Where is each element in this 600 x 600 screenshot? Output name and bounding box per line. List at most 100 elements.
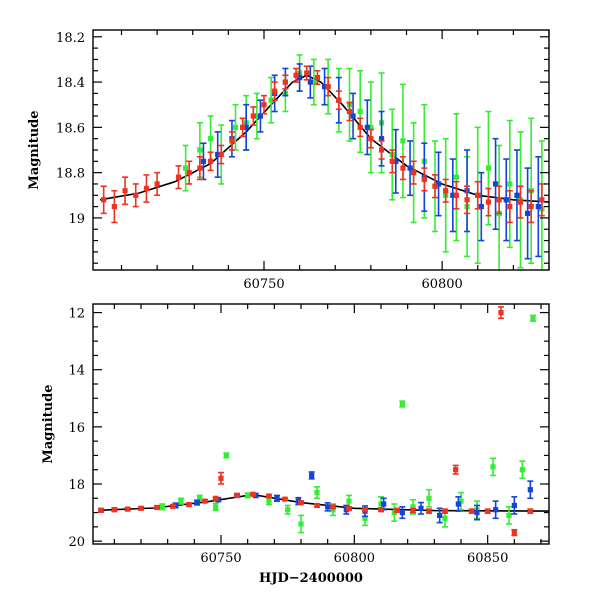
data-point bbox=[138, 505, 144, 511]
data-point bbox=[511, 529, 517, 536]
data-point bbox=[453, 174, 459, 180]
data-point bbox=[453, 192, 459, 198]
data-point bbox=[330, 504, 336, 510]
x-tick-label: 60800 bbox=[334, 551, 375, 566]
data-point bbox=[154, 504, 160, 511]
data-point bbox=[368, 124, 374, 130]
data-point bbox=[197, 495, 203, 501]
data-point bbox=[362, 507, 368, 513]
data-point bbox=[200, 158, 207, 164]
data-point bbox=[507, 204, 513, 210]
data-point bbox=[245, 492, 251, 499]
data-point bbox=[346, 108, 353, 115]
data-point bbox=[254, 113, 260, 119]
data-point bbox=[309, 472, 315, 479]
data-point bbox=[527, 508, 533, 514]
data-point bbox=[498, 309, 504, 316]
data-point bbox=[381, 501, 387, 507]
y-axis-title: Magnitude bbox=[41, 384, 56, 463]
data-point bbox=[357, 108, 363, 115]
data-point bbox=[170, 503, 176, 509]
data-point bbox=[175, 174, 182, 180]
data-point bbox=[240, 124, 246, 130]
x-tick-label: 60750 bbox=[243, 277, 284, 292]
data-point bbox=[243, 124, 249, 130]
plot-frame bbox=[92, 303, 550, 545]
data-point bbox=[133, 192, 139, 198]
data-point bbox=[257, 113, 264, 119]
data-point bbox=[426, 508, 432, 514]
data-point bbox=[378, 507, 384, 513]
data-point bbox=[298, 499, 304, 506]
y-tick-label: 18 bbox=[68, 478, 85, 493]
data-point bbox=[250, 113, 256, 119]
data-point bbox=[282, 496, 288, 502]
x-tick-label: 60850 bbox=[467, 551, 508, 566]
data-point bbox=[443, 188, 449, 194]
data-point bbox=[535, 204, 541, 210]
data-point bbox=[311, 79, 317, 85]
data-point bbox=[525, 210, 531, 216]
data-point bbox=[475, 192, 481, 198]
data-point bbox=[266, 498, 272, 504]
data-point bbox=[232, 124, 239, 130]
data-point bbox=[496, 197, 502, 203]
data-point bbox=[399, 509, 405, 516]
data-point bbox=[268, 97, 274, 103]
data-point bbox=[378, 147, 385, 153]
data-point bbox=[478, 204, 484, 210]
data-point bbox=[293, 72, 299, 78]
data-point bbox=[304, 70, 310, 76]
data-point bbox=[437, 512, 443, 519]
data-point bbox=[197, 147, 203, 153]
data-point bbox=[250, 491, 256, 497]
data-point bbox=[223, 452, 229, 459]
data-point bbox=[492, 181, 499, 187]
data-point bbox=[418, 505, 424, 511]
data-point bbox=[527, 487, 533, 493]
data-point bbox=[442, 508, 448, 514]
data-point bbox=[458, 498, 464, 504]
data-point bbox=[346, 505, 352, 512]
data-point bbox=[234, 492, 240, 499]
data-point bbox=[215, 151, 221, 158]
y-tick-label: 20 bbox=[68, 535, 85, 550]
data-point bbox=[539, 197, 545, 203]
data-point bbox=[125, 506, 131, 512]
data-point bbox=[350, 113, 356, 119]
data-point bbox=[186, 501, 192, 508]
data-point bbox=[336, 97, 342, 103]
data-point bbox=[474, 509, 480, 516]
data-point bbox=[194, 499, 200, 506]
data-point bbox=[314, 502, 320, 509]
data-point bbox=[274, 495, 280, 501]
data-point bbox=[346, 498, 352, 504]
data-point bbox=[464, 197, 470, 203]
data-point bbox=[410, 504, 416, 510]
series-2 bbox=[98, 306, 534, 537]
data-point bbox=[378, 136, 385, 142]
data-point bbox=[111, 204, 117, 210]
data-point bbox=[507, 181, 513, 187]
data-point bbox=[530, 315, 536, 321]
data-point bbox=[399, 401, 405, 407]
data-point bbox=[442, 515, 448, 521]
data-point bbox=[159, 504, 165, 510]
top-panel: 60750 60800 18.2 18.4 18.6 18.8 19 Magnitude bbox=[27, 29, 550, 292]
data-point bbox=[503, 197, 509, 203]
data-point bbox=[506, 512, 512, 519]
data-point bbox=[122, 188, 128, 194]
data-point bbox=[218, 151, 224, 158]
data-point bbox=[393, 158, 399, 164]
data-point bbox=[101, 197, 107, 203]
data-point bbox=[307, 79, 313, 85]
data-point bbox=[325, 504, 331, 510]
series-0 bbox=[182, 54, 545, 270]
y-tick-label: 16 bbox=[68, 421, 85, 436]
data-point bbox=[98, 507, 104, 513]
data-point bbox=[511, 502, 517, 509]
data-point bbox=[186, 170, 192, 176]
series-2 bbox=[100, 65, 545, 224]
data-point bbox=[207, 136, 214, 142]
data-point bbox=[330, 507, 336, 513]
